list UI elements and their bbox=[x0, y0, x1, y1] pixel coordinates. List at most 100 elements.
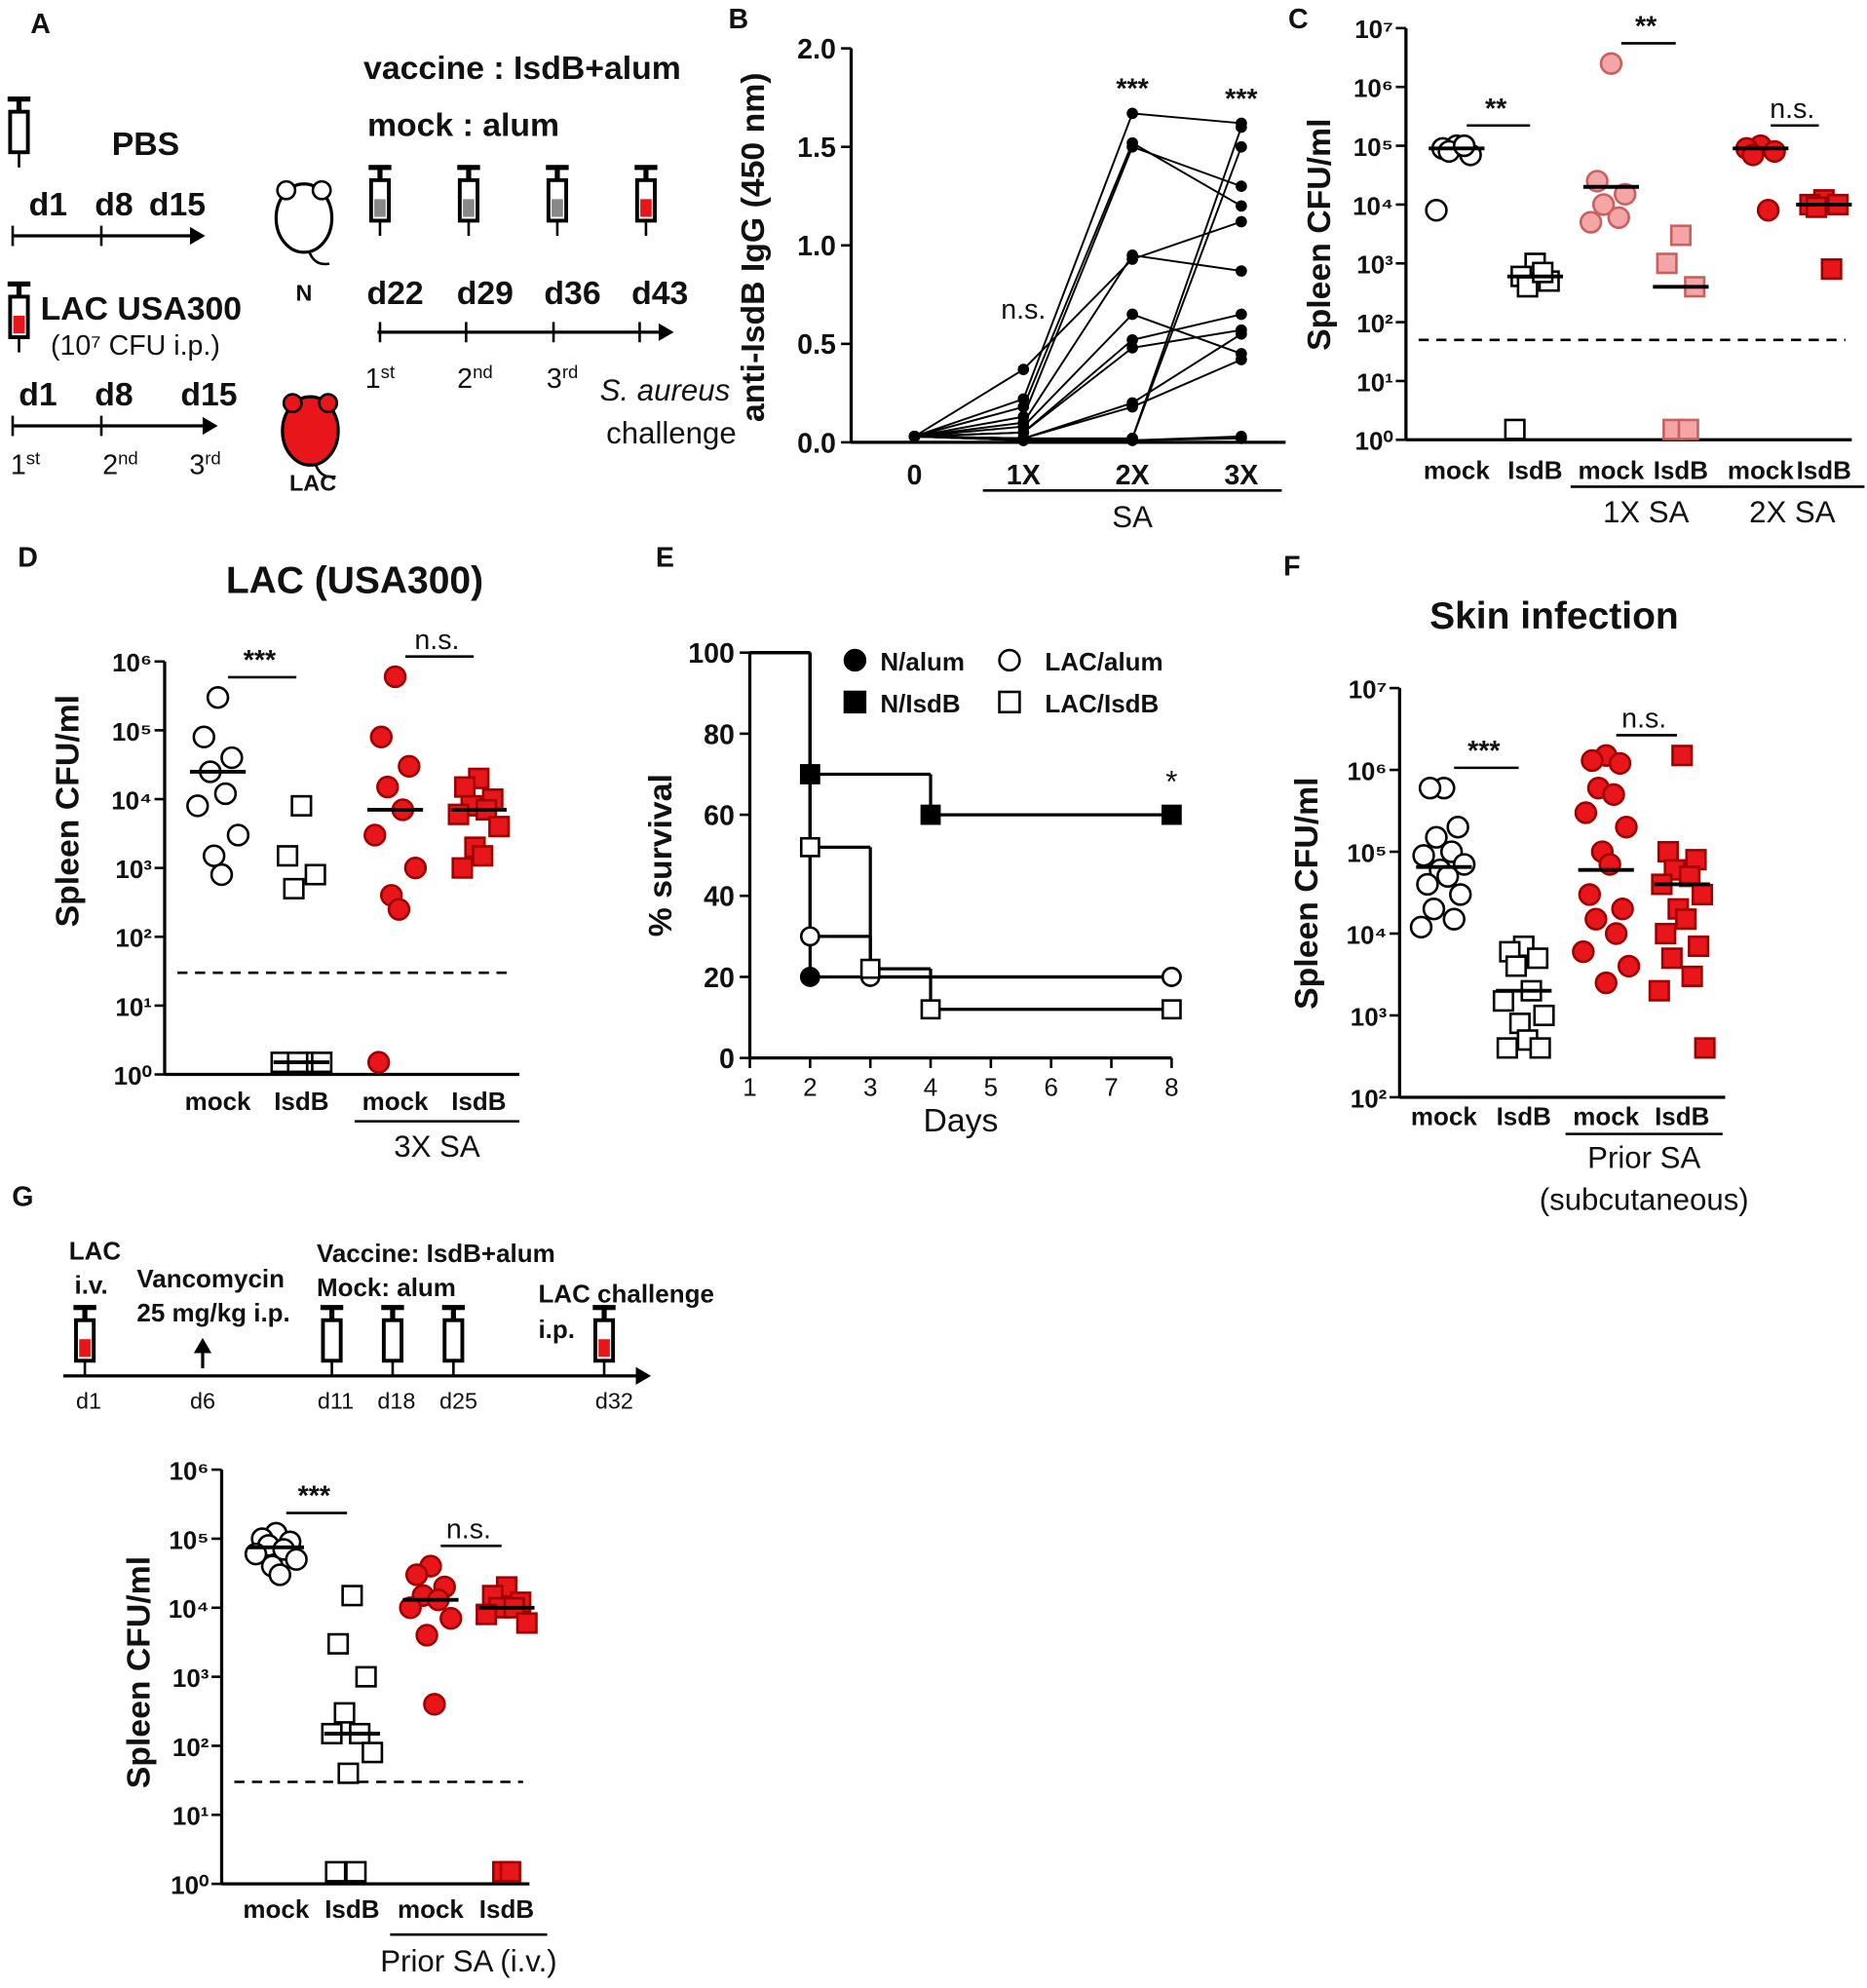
y-axis-label: % survival bbox=[642, 774, 679, 937]
square-point bbox=[454, 776, 476, 798]
circle-point bbox=[1611, 898, 1634, 921]
square-point bbox=[277, 845, 299, 867]
label: d32 bbox=[595, 1389, 633, 1414]
mouse-line bbox=[914, 112, 1241, 438]
label: d22 bbox=[366, 275, 423, 312]
circle-point bbox=[1617, 954, 1641, 978]
y-tick-label: 100 bbox=[688, 638, 735, 669]
x-tick-label: mock bbox=[1424, 456, 1490, 485]
circle-point bbox=[415, 1624, 438, 1647]
y-tick-label: 10⁴ bbox=[169, 1594, 210, 1624]
point bbox=[1126, 342, 1138, 354]
syringe-liquid bbox=[387, 1339, 399, 1357]
panel-label: F bbox=[1283, 551, 1300, 582]
square-point bbox=[1694, 1037, 1716, 1059]
ordinal-suffix: rd bbox=[205, 447, 221, 468]
square-point bbox=[337, 1762, 360, 1784]
x-axis-label: Days bbox=[923, 1102, 998, 1139]
group-label: Prior SA bbox=[1587, 1141, 1700, 1175]
label: 1st bbox=[365, 362, 396, 396]
x-tick-label: mock bbox=[362, 1087, 429, 1116]
label: 3rd bbox=[189, 447, 220, 481]
panel-label: A bbox=[30, 9, 51, 40]
y-tick-label: 10⁶ bbox=[1347, 756, 1387, 785]
square-point bbox=[324, 1860, 347, 1883]
label: LAC bbox=[289, 470, 336, 495]
mouse-line bbox=[914, 435, 1241, 441]
circle-point bbox=[226, 823, 250, 847]
syringe-plunger bbox=[457, 165, 480, 171]
square-point bbox=[1677, 418, 1699, 440]
square-point bbox=[799, 836, 820, 858]
mouse-line bbox=[914, 328, 1242, 438]
y-tick-label: 0.5 bbox=[797, 329, 836, 361]
mouse-ear bbox=[311, 179, 332, 201]
x-tick-label: mock bbox=[398, 1894, 464, 1924]
circle-point bbox=[1161, 967, 1182, 987]
legend-label: LAC/alum bbox=[1045, 647, 1162, 676]
significance: * bbox=[1165, 765, 1177, 799]
square-point bbox=[1526, 947, 1549, 970]
circle-point bbox=[1584, 907, 1608, 931]
y-tick-label: 10⁶ bbox=[112, 648, 152, 677]
point bbox=[1126, 249, 1138, 261]
mouse-line bbox=[914, 127, 1242, 440]
circle-point bbox=[366, 1051, 391, 1074]
y-tick-label: 10⁵ bbox=[1347, 838, 1387, 867]
significance: *** bbox=[1116, 74, 1149, 105]
y-tick-label: 10⁰ bbox=[114, 1061, 152, 1090]
square-point bbox=[451, 857, 474, 879]
arrowhead bbox=[189, 226, 206, 246]
square-point bbox=[1492, 990, 1514, 1013]
circle-point bbox=[1425, 199, 1448, 222]
x-tick-label: mock bbox=[1573, 1102, 1639, 1131]
significance: *** bbox=[298, 1481, 331, 1512]
point bbox=[1236, 308, 1247, 321]
x-tick-label: 3X bbox=[1224, 460, 1258, 491]
significance: n.s. bbox=[1001, 294, 1046, 325]
circle-point bbox=[1416, 872, 1439, 897]
circle-point bbox=[1422, 898, 1446, 921]
label: N bbox=[296, 280, 313, 305]
square-point bbox=[1505, 955, 1527, 977]
square-point bbox=[1655, 922, 1677, 945]
y-axis-label: anti-IsdB IgG (450 nm) bbox=[735, 72, 772, 422]
syringe-rod bbox=[466, 169, 472, 182]
chart-title: Skin infection bbox=[1429, 595, 1679, 637]
square-point bbox=[1504, 418, 1526, 440]
y-tick-label: 80 bbox=[704, 719, 735, 750]
circle-point bbox=[404, 1563, 429, 1587]
square-point bbox=[345, 1860, 367, 1883]
ordinal-number: 3 bbox=[189, 449, 205, 480]
circle-point bbox=[202, 844, 226, 867]
point bbox=[1126, 140, 1138, 153]
circle-point bbox=[1763, 139, 1786, 164]
square-point bbox=[1669, 224, 1692, 247]
label: Mock: alum bbox=[317, 1273, 456, 1302]
square-point bbox=[488, 816, 511, 838]
label: challenge bbox=[606, 416, 737, 450]
square-point bbox=[1533, 1004, 1555, 1027]
square-point bbox=[1656, 252, 1678, 275]
label: d18 bbox=[377, 1389, 415, 1414]
circle-point bbox=[186, 794, 210, 818]
y-tick-label: 10⁴ bbox=[111, 785, 152, 815]
point bbox=[1126, 308, 1138, 321]
mouse-ear bbox=[282, 393, 303, 414]
circle-point bbox=[1449, 883, 1472, 906]
point bbox=[1017, 363, 1030, 375]
syringe-rod bbox=[390, 1309, 396, 1322]
mouse-body bbox=[281, 395, 340, 467]
label: i.v. bbox=[74, 1270, 107, 1299]
circle-point bbox=[403, 856, 428, 880]
circle-point bbox=[369, 725, 393, 748]
label: 2nd bbox=[102, 447, 138, 481]
syringe-liquid bbox=[325, 1339, 338, 1357]
x-tick-label: mock bbox=[185, 1087, 251, 1116]
square-point bbox=[1161, 999, 1182, 1020]
circle-point bbox=[1442, 907, 1466, 931]
x-tick-label: 4 bbox=[924, 1073, 937, 1102]
syringe-rod bbox=[450, 1309, 456, 1322]
y-tick-label: 2.0 bbox=[797, 34, 836, 65]
